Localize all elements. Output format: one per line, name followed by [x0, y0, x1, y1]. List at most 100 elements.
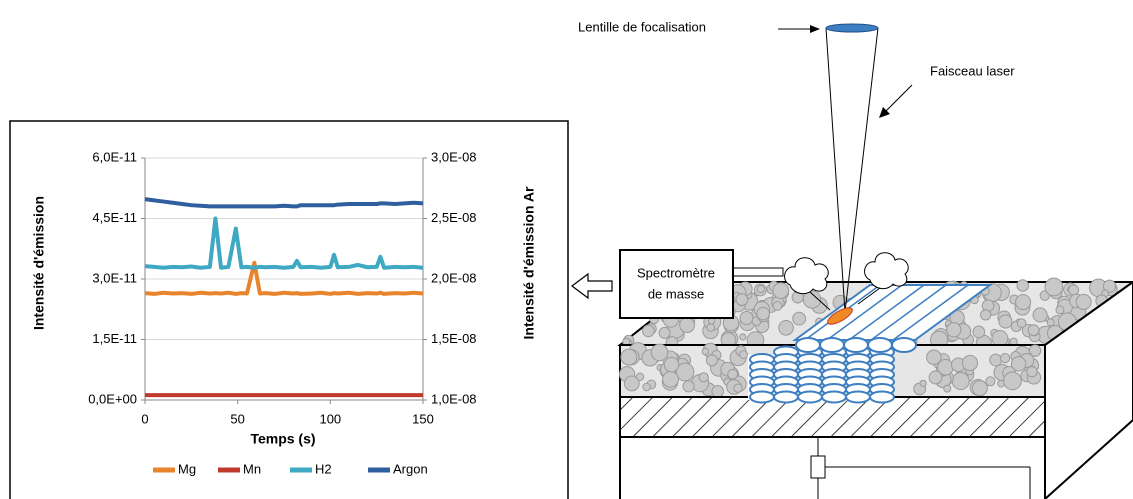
chart-frame	[9, 120, 569, 499]
grain	[1044, 277, 1064, 297]
y2-tick-label: 2,0E-08	[431, 270, 477, 285]
legend-label: Argon	[393, 461, 428, 476]
fume-trail	[809, 291, 831, 311]
grain	[682, 380, 695, 393]
track-bead	[891, 337, 917, 353]
track-bead	[819, 337, 845, 353]
pointer	[881, 84, 913, 116]
grain	[705, 354, 718, 367]
grain	[989, 353, 1003, 367]
x-tick-label: 0	[141, 411, 148, 426]
grain	[1003, 371, 1022, 391]
grain	[662, 370, 679, 388]
y-tick-label: 4,5E-11	[92, 210, 137, 225]
grain	[635, 372, 645, 382]
grain	[1075, 293, 1092, 310]
grain	[778, 320, 794, 336]
melt-pool	[827, 307, 853, 325]
track-bead	[821, 390, 847, 404]
y2-tick-label: 1,5E-08	[431, 331, 477, 346]
y-tick-label: 3,0E-11	[92, 270, 137, 285]
series-line	[144, 197, 424, 209]
grain	[1010, 356, 1027, 372]
x-axis-label: Temps (s)	[250, 431, 315, 447]
grain	[928, 370, 943, 385]
track-bead	[797, 390, 823, 404]
spectrometer-box	[619, 249, 734, 319]
grain	[1102, 279, 1117, 293]
grain	[711, 385, 725, 398]
grain	[772, 300, 783, 311]
spectrometer-label: Spectromètre	[637, 265, 715, 280]
legend-label: Mg	[178, 461, 196, 476]
grain	[701, 347, 710, 356]
track-line	[892, 284, 969, 341]
grain	[961, 354, 979, 372]
grain	[919, 379, 927, 387]
lens	[825, 23, 879, 33]
tracks	[748, 284, 994, 404]
grain	[1055, 305, 1065, 315]
grain	[679, 317, 695, 334]
grain	[999, 352, 1011, 364]
lens-label: Lentille de focalisation	[578, 19, 706, 34]
x-tick-label: 100	[319, 411, 341, 426]
grain	[739, 333, 747, 341]
grain	[727, 368, 739, 380]
legend-label: Mn	[243, 461, 261, 476]
grain	[1016, 279, 1029, 292]
grain	[620, 348, 638, 366]
grain	[698, 372, 709, 383]
y-tick-label: 0,0E+00	[88, 391, 137, 406]
grain	[946, 322, 962, 338]
grain	[1068, 284, 1080, 296]
track-line	[826, 284, 903, 341]
grain	[792, 311, 807, 326]
grain	[642, 382, 651, 392]
x-tick-label: 50	[230, 411, 244, 426]
fume-trail	[857, 287, 881, 305]
piston	[619, 436, 1046, 499]
grain	[739, 350, 748, 359]
track-bead	[867, 337, 893, 353]
grain	[650, 343, 669, 362]
grain	[1026, 366, 1038, 378]
beam-edge	[844, 27, 879, 313]
powder-front-grains	[618, 342, 1042, 398]
powder	[622, 277, 1118, 351]
chart: 0,0E+00 1,5E-11 3,0E-11 4,5E-11 6,0E-11 1,0E-…	[88, 149, 476, 476]
grain	[756, 285, 765, 294]
grain	[1015, 294, 1032, 311]
grain	[1027, 324, 1040, 337]
fume	[784, 257, 829, 295]
track-bead	[749, 390, 775, 404]
grain	[733, 383, 743, 393]
track-line	[870, 284, 947, 341]
diagram: Spectromètre de masse Lentille de focali…	[578, 19, 1133, 499]
track-bead	[869, 390, 895, 404]
output-arrow	[571, 272, 613, 300]
track-bead	[843, 337, 869, 353]
grain	[756, 306, 770, 321]
probe	[732, 267, 784, 277]
grain	[642, 324, 655, 338]
track-line	[848, 284, 925, 341]
track-bead	[845, 390, 871, 404]
x-tick-label: 150	[412, 411, 434, 426]
grain	[772, 282, 790, 299]
pointer-head	[879, 107, 890, 118]
y2-tick-label: 3,0E-08	[431, 149, 477, 164]
fume	[864, 252, 909, 290]
grain	[658, 326, 671, 339]
grain	[1032, 307, 1048, 323]
y-tick-label: 6,0E-11	[92, 149, 137, 164]
y2-tick-label: 1,0E-08	[431, 391, 477, 406]
grain	[1046, 318, 1055, 327]
spectrometer-label: de masse	[648, 286, 704, 301]
y2-tick-label: 2,5E-08	[431, 210, 477, 225]
resistor	[810, 455, 826, 479]
grain	[1016, 318, 1027, 328]
grain	[972, 325, 986, 339]
y-tick-label: 1,5E-11	[92, 331, 137, 346]
